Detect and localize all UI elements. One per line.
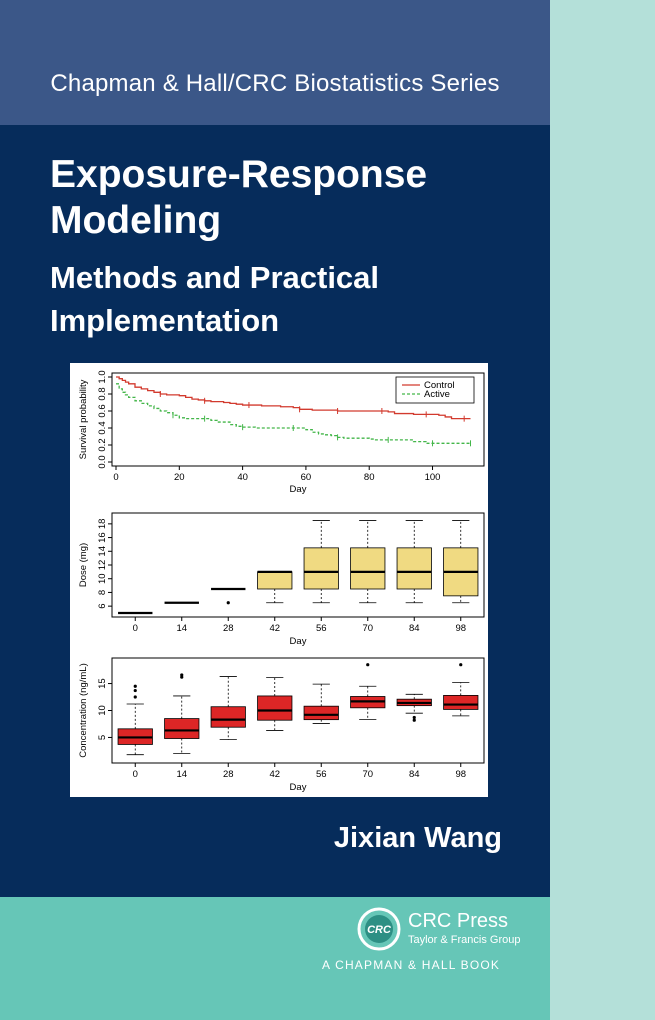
dose-box — [211, 587, 246, 605]
survival-x-axis-label: Day — [290, 484, 307, 495]
concentration-outlier — [133, 695, 137, 699]
concentration-box — [164, 673, 200, 755]
publisher-imprint: A CHAPMAN & HALL BOOK — [322, 958, 501, 972]
dose-iqr-box — [396, 547, 432, 590]
concentration-box — [396, 693, 432, 722]
dose-iqr-box — [303, 547, 339, 590]
concentration-y-tick-label: 10 — [97, 705, 108, 716]
dose-y-tick-label: 16 — [97, 532, 108, 543]
survival-y-tick-label: 0.4 — [97, 421, 108, 434]
dose-box — [396, 520, 432, 604]
concentration-box — [257, 677, 293, 731]
dose-x-tick-label: 98 — [455, 623, 466, 634]
dose-y-tick-label: 6 — [97, 603, 108, 608]
dose-outlier — [226, 601, 230, 605]
concentration-box — [210, 676, 246, 741]
survival-x-tick-label: 0 — [113, 472, 118, 483]
concentration-x-axis-label: Day — [290, 782, 307, 793]
publisher-name: CRC Press — [408, 910, 509, 932]
concentration-iqr-box — [257, 695, 293, 721]
survival-line-active — [116, 383, 471, 444]
concentration-box — [443, 663, 479, 717]
survival-y-tick-label: 0.8 — [97, 387, 108, 400]
dose-x-tick-label: 70 — [362, 623, 373, 634]
series-title: Chapman & Hall/CRC Biostatistics Series — [50, 70, 500, 97]
concentration-iqr-box — [303, 705, 339, 721]
dose-box — [350, 520, 386, 604]
dose-y-tick-label: 10 — [97, 573, 108, 584]
dose-x-tick-label: 28 — [223, 623, 234, 634]
publisher-band — [0, 897, 550, 1020]
survival-x-tick-label: 20 — [174, 472, 185, 483]
concentration-outlier — [459, 663, 463, 667]
dose-y-tick-label: 14 — [97, 546, 108, 557]
concentration-x-tick-label: 14 — [176, 769, 187, 780]
dose-x-tick-label: 0 — [133, 623, 138, 634]
series-band: Chapman & Hall/CRC Biostatistics Series — [0, 0, 550, 125]
book-cover: Chapman & Hall/CRC Biostatistics Series … — [0, 0, 550, 1020]
concentration-y-tick-label: 15 — [97, 678, 108, 689]
dose-y-axis-label: Dose (mg) — [78, 543, 89, 587]
concentration-iqr-box — [164, 718, 200, 739]
concentration-x-tick-label: 84 — [409, 769, 420, 780]
figure-panels: 0 20 40 60 80 1000.00.20.40.60.81.0DaySurviva… — [78, 370, 485, 793]
publisher-group: Taylor & Francis Group — [408, 934, 521, 946]
concentration-box — [117, 684, 153, 756]
concentration-x-tick-label: 42 — [269, 769, 280, 780]
legend-label-active: Active — [424, 389, 450, 400]
survival-y-tick-label: 1.0 — [97, 370, 108, 383]
concentration-iqr-box — [443, 695, 479, 710]
concentration-outlier — [412, 715, 416, 720]
concentration-box — [350, 663, 386, 721]
dose-x-tick-label: 42 — [269, 623, 280, 634]
cover-figure: 0 20 40 60 80 100 0.0 0.2 0.4 0.6 0.8 1.0 Day Surviva… — [70, 363, 488, 797]
dose-box — [257, 570, 293, 604]
concentration-x-tick-label: 56 — [316, 769, 327, 780]
dose-y-tick-label: 18 — [97, 519, 108, 530]
concentration-y-axis-label: Concentration (ng/mL) — [78, 663, 89, 758]
dose-y-tick-label: 8 — [97, 590, 108, 595]
survival-legend-box — [395, 376, 475, 404]
concentration-outlier — [133, 684, 137, 688]
dose-box — [303, 520, 339, 604]
survival-x-tick-label: 100 — [425, 472, 441, 483]
concentration-outlier — [133, 688, 137, 693]
survival-line-control — [116, 376, 471, 420]
dose-x-tick-label: 84 — [409, 623, 420, 634]
survival-plot-frame — [111, 372, 485, 467]
concentration-x-tick-label: 70 — [362, 769, 373, 780]
concentration-x-tick-label: 28 — [223, 769, 234, 780]
book-title: Exposure-Response Modeling — [50, 153, 428, 242]
survival-y-tick-label: 0.2 — [97, 438, 108, 451]
concentration-plot-frame — [111, 657, 485, 764]
survival-x-tick-label: 60 — [301, 472, 312, 483]
survival-y-tick-label: 0.6 — [97, 404, 108, 417]
survival-y-tick-label: 0.0 — [97, 455, 108, 468]
legend-label-control: Control — [424, 380, 455, 391]
concentration-outlier — [180, 673, 184, 677]
concentration-outlier — [412, 718, 416, 722]
dose-box — [443, 520, 479, 604]
concentration-box — [303, 683, 339, 724]
survival-x-tick-label: 40 — [237, 472, 248, 483]
dose-x-tick-label: 56 — [316, 623, 327, 634]
survival-y-axis-label: Survival probability — [78, 379, 89, 459]
survival-x-tick-label: 80 — [364, 472, 375, 483]
concentration-y-tick-label: 5 — [97, 735, 108, 740]
dose-iqr-box — [350, 547, 386, 590]
dose-x-axis-label: Day — [290, 636, 307, 647]
dose-iqr-box — [257, 571, 293, 590]
dose-y-tick-label: 12 — [97, 560, 108, 571]
dose-x-tick-label: 14 — [176, 623, 187, 634]
concentration-x-tick-label: 98 — [455, 769, 466, 780]
author-name: Jixian Wang — [333, 822, 502, 854]
crc-logo-text: CRC — [367, 924, 392, 936]
concentration-outlier — [366, 663, 370, 667]
crc-logo-icon: CRC — [357, 907, 401, 951]
concentration-iqr-box — [210, 706, 246, 728]
concentration-x-tick-label: 0 — [133, 769, 138, 780]
book-subtitle: Methods and Practical Implementation — [50, 260, 380, 338]
